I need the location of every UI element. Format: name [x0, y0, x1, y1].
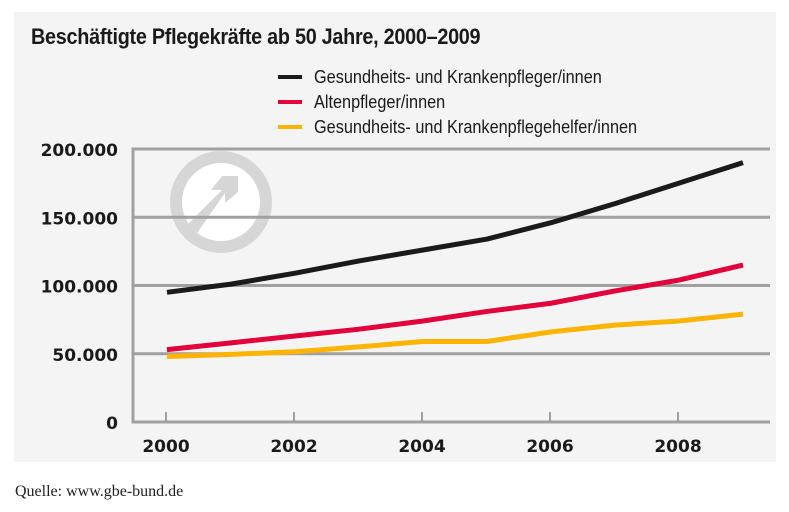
series-line [166, 262, 744, 353]
y-tick-label: 200.000 [41, 141, 119, 161]
x-tick-label: 2008 [654, 437, 701, 457]
x-tick-label: 2002 [270, 437, 317, 457]
chart-panel [14, 12, 776, 462]
legend-label: Gesundheits- und Krankenpfleger/innen [314, 65, 602, 87]
y-tick-label: 0 [106, 414, 118, 434]
y-tick-label: 100.000 [41, 278, 119, 298]
x-tick-label: 2000 [142, 437, 189, 457]
legend-swatch [278, 74, 302, 79]
legend-item: Gesundheits- und Krankenpfleger/innen [278, 64, 681, 89]
legend-swatch [278, 124, 302, 129]
series-line [166, 311, 744, 359]
legend-item: Altenpfleger/innen [278, 89, 681, 114]
legend-swatch [278, 99, 302, 104]
y-tick-label: 150.000 [41, 209, 119, 229]
chart-title: Beschäftigte Pflegekräfte ab 50 Jahre, 2… [31, 24, 481, 49]
legend-label: Gesundheits- und Krankenpflegehelfer/inn… [314, 115, 638, 137]
x-tick-label: 2004 [398, 437, 445, 457]
legend: Gesundheits- und Krankenpfleger/innen Al… [278, 64, 681, 139]
legend-item: Gesundheits- und Krankenpflegehelfer/inn… [278, 114, 681, 139]
series-line [166, 160, 744, 295]
legend-label: Altenpfleger/innen [314, 90, 446, 112]
source-note: Quelle: www.gbe-bund.de [15, 483, 184, 500]
y-tick-label: 50.000 [52, 346, 118, 366]
x-tick-label: 2006 [526, 437, 573, 457]
arrow-up-right-circle-icon [170, 151, 272, 253]
